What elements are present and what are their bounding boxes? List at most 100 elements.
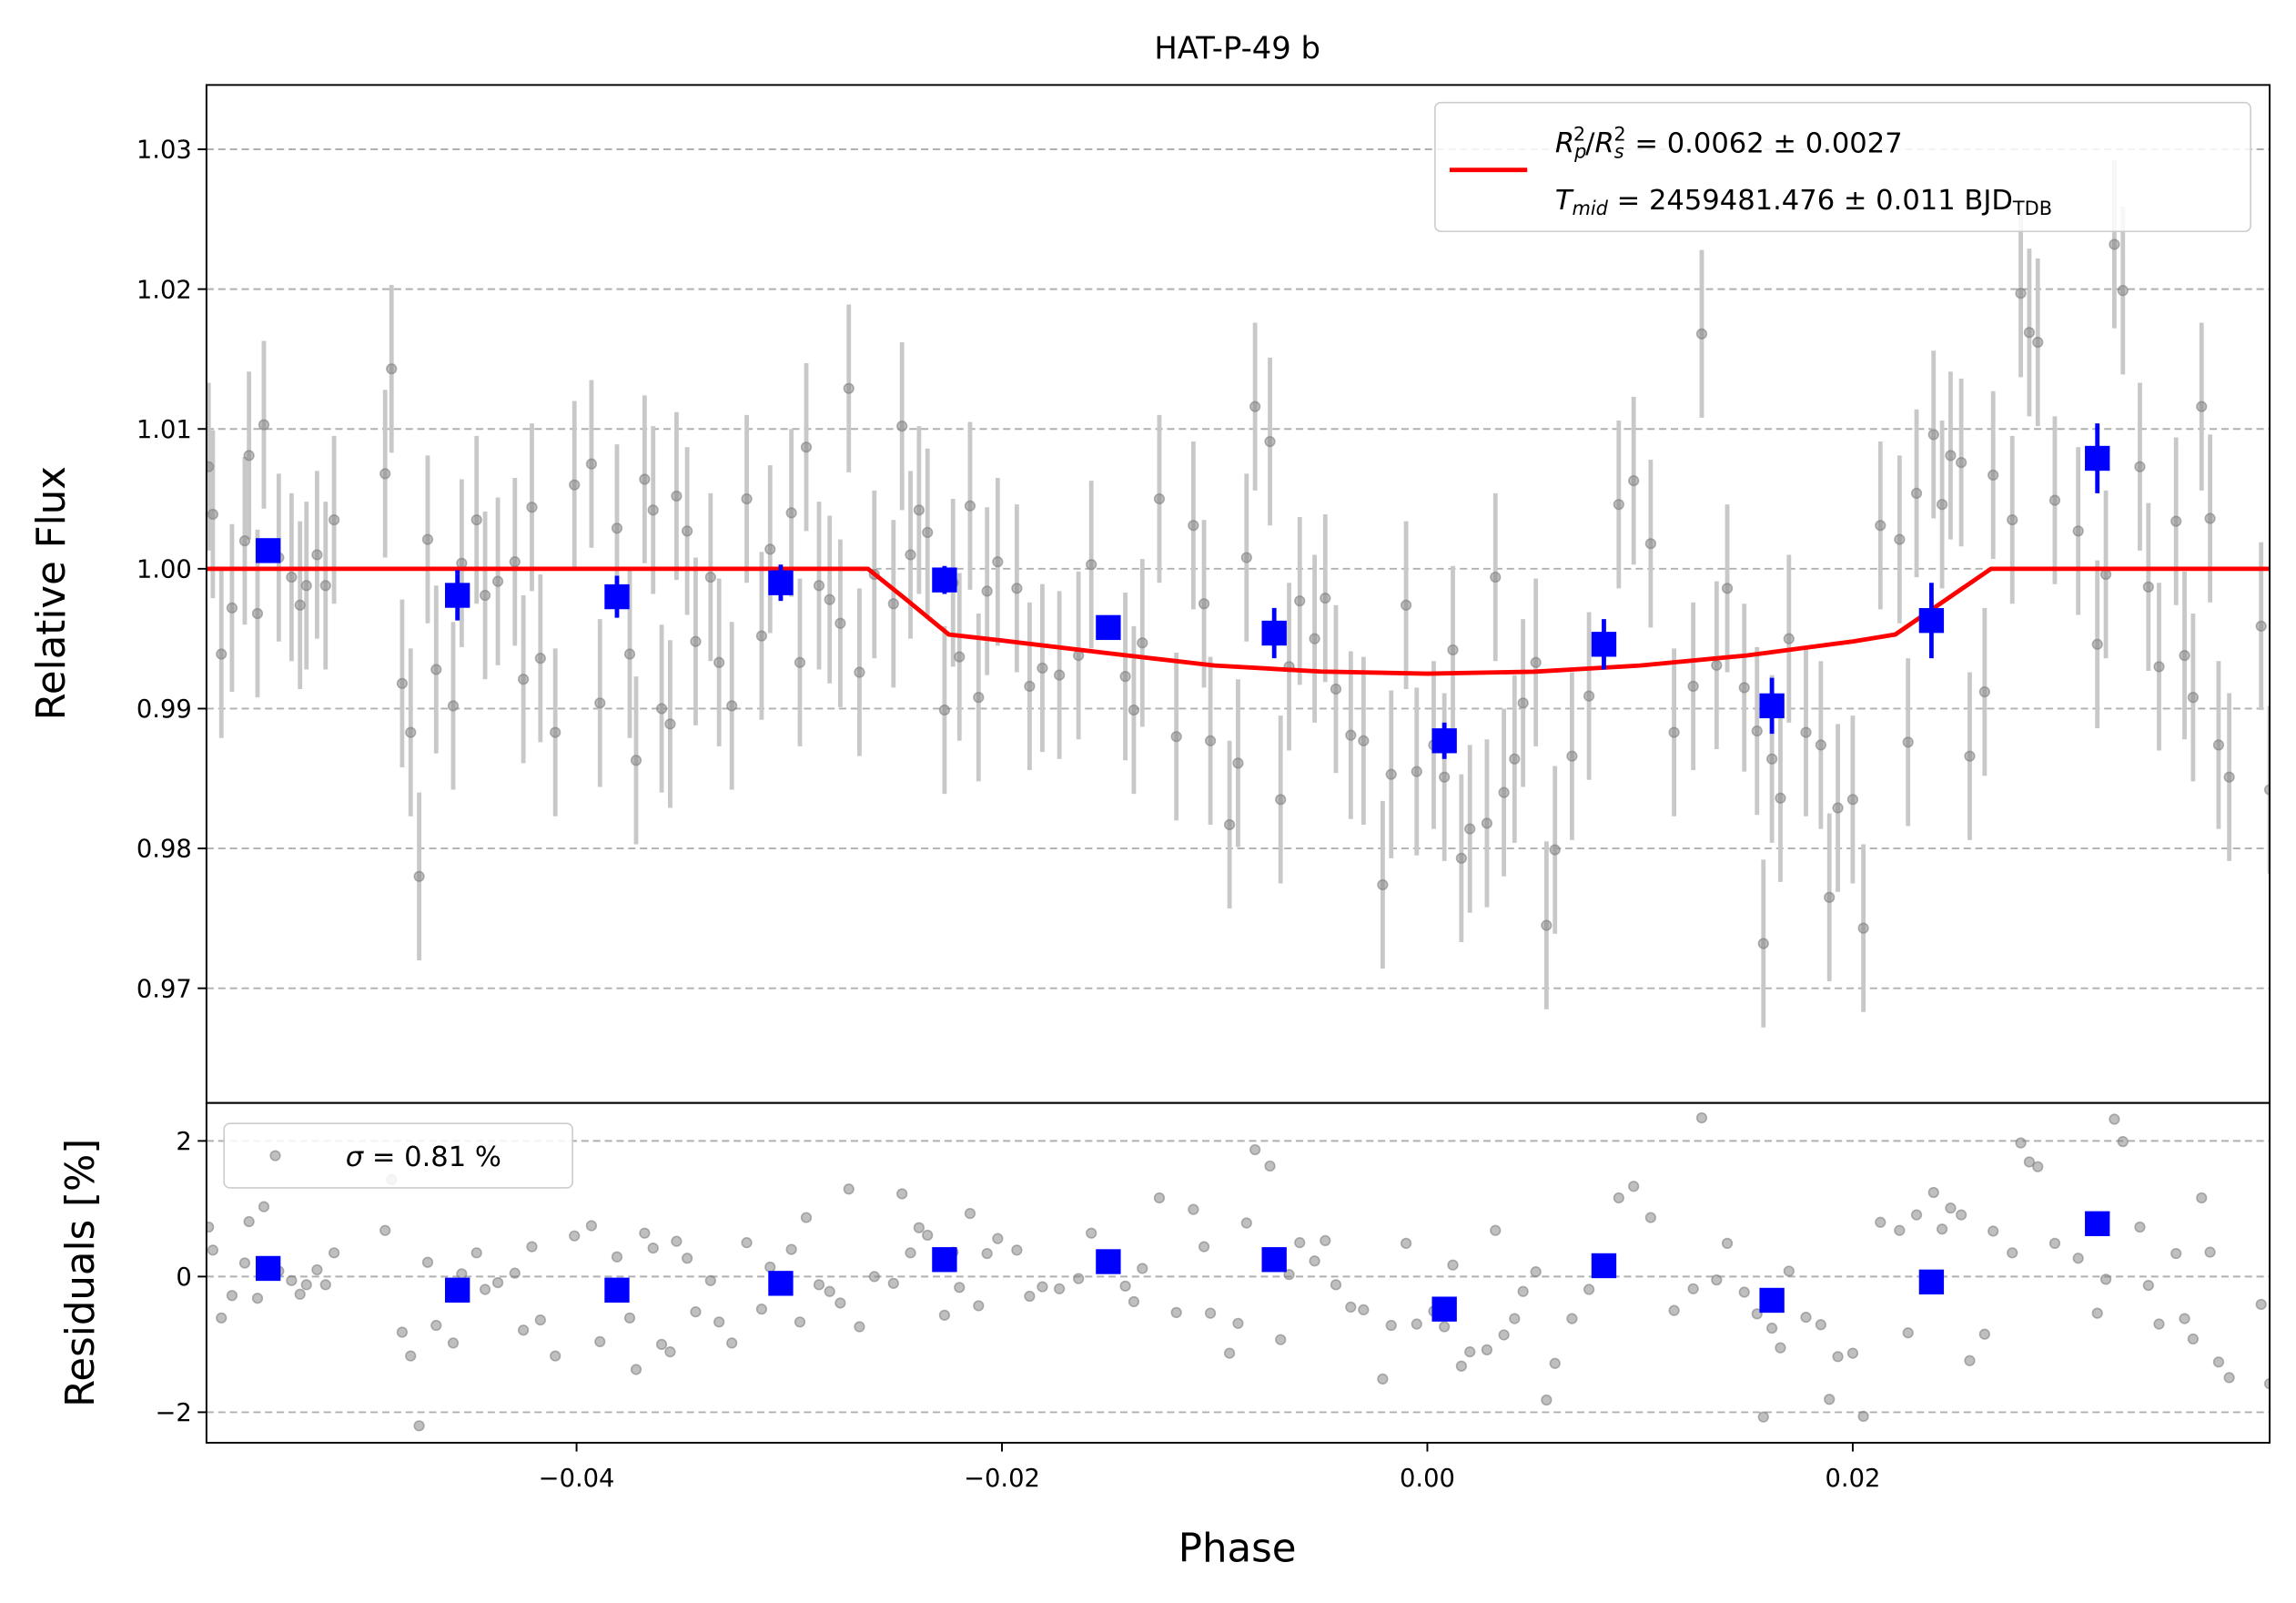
data-point	[1400, 599, 1412, 611]
residual-point	[1223, 1347, 1236, 1359]
data-point	[1119, 671, 1131, 683]
data-point	[1721, 583, 1734, 594]
data-point	[655, 703, 668, 715]
data-point	[1198, 598, 1210, 610]
data-point	[764, 543, 776, 555]
residual-point	[1902, 1327, 1914, 1339]
data-point	[550, 726, 561, 738]
data-point	[258, 419, 270, 431]
residual-point	[973, 1300, 985, 1312]
data-point	[456, 557, 468, 569]
residual-point	[1668, 1304, 1680, 1316]
residual-point	[413, 1420, 425, 1432]
residual-point	[981, 1247, 993, 1260]
data-point	[1857, 922, 1869, 934]
data-point	[2109, 238, 2120, 250]
residual-point	[1464, 1345, 1476, 1358]
residual-point	[671, 1235, 683, 1247]
residual-point	[1439, 1321, 1451, 1333]
data-point	[1294, 595, 1306, 607]
data-point	[526, 502, 538, 513]
residual-point	[954, 1282, 966, 1294]
data-point	[755, 630, 768, 642]
residual-point	[1751, 1308, 1763, 1320]
binned-point	[1591, 632, 1617, 657]
residual-point	[1330, 1279, 1342, 1291]
residual-point	[294, 1288, 306, 1300]
residual-point	[1490, 1224, 1502, 1236]
data-point	[1204, 735, 1217, 746]
residual-point	[2223, 1372, 2235, 1384]
residual-point	[755, 1304, 768, 1315]
data-point	[1549, 844, 1561, 856]
residual-point	[1481, 1344, 1493, 1355]
data-point	[2023, 327, 2036, 339]
data-point	[1153, 492, 1166, 505]
data-point	[328, 513, 340, 526]
residual-point	[1945, 1202, 1957, 1214]
data-point	[671, 490, 683, 502]
data-point	[1945, 450, 1957, 462]
data-point	[1757, 938, 1769, 949]
residual-point	[447, 1337, 460, 1349]
data-point	[992, 556, 1004, 568]
data-point	[834, 617, 846, 629]
binned-point	[1759, 693, 1785, 719]
data-point	[2032, 336, 2044, 349]
binned-point	[2085, 445, 2110, 472]
data-point	[2134, 461, 2146, 472]
data-point	[1320, 592, 1331, 604]
binned-residual	[444, 1277, 470, 1303]
data-point	[470, 513, 482, 526]
binned-point	[768, 570, 794, 595]
residual-point	[509, 1267, 521, 1279]
binned-residual	[2085, 1211, 2110, 1236]
residual-point	[1309, 1255, 1320, 1267]
residual-point	[690, 1306, 702, 1318]
binned-residual	[1261, 1247, 1287, 1273]
legend-frame	[223, 1122, 573, 1189]
residual-point	[585, 1220, 598, 1232]
data-point	[300, 580, 312, 592]
data-point	[509, 556, 521, 568]
residual-point	[1153, 1192, 1166, 1204]
residual-point	[1757, 1411, 1769, 1423]
residual-point	[396, 1326, 409, 1338]
data-point	[2142, 581, 2154, 593]
data-point	[1011, 583, 1023, 594]
residual-point	[854, 1321, 865, 1333]
residual-point	[207, 1244, 219, 1256]
residual-point	[896, 1188, 908, 1200]
data-point	[1738, 682, 1750, 694]
data-point	[1751, 725, 1763, 737]
residual-point	[1695, 1111, 1708, 1124]
data-point	[1613, 499, 1624, 511]
residual-point	[594, 1335, 606, 1348]
data-point	[2153, 661, 2165, 673]
residual-point	[238, 1257, 251, 1269]
binned-point	[1096, 614, 1121, 641]
residual-point	[243, 1215, 255, 1228]
data-point	[1711, 659, 1723, 671]
data-point	[243, 450, 255, 462]
residual-point	[1377, 1373, 1389, 1385]
residual-point	[1320, 1234, 1331, 1247]
residual-point	[2091, 1307, 2103, 1319]
residual-point	[1583, 1283, 1595, 1295]
residual-point	[2072, 1253, 2084, 1264]
residual-point	[1910, 1209, 1923, 1221]
data-point	[1846, 794, 1859, 806]
residual-point	[518, 1324, 530, 1336]
residual-point	[813, 1279, 825, 1291]
data-point	[1800, 726, 1812, 738]
residual-point	[843, 1183, 855, 1195]
data-point	[938, 704, 951, 716]
data-point	[896, 421, 908, 432]
residual-point	[1073, 1273, 1085, 1284]
data-point	[2179, 649, 2190, 662]
residual-point	[300, 1279, 312, 1291]
binned-point	[255, 538, 281, 563]
residual-point	[1964, 1354, 1976, 1366]
residual-point	[1128, 1295, 1140, 1308]
data-point	[1309, 633, 1320, 644]
